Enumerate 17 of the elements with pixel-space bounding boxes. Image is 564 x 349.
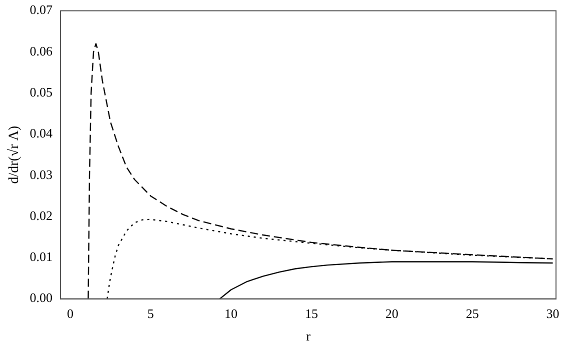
x-tick-label: 15 xyxy=(304,306,318,322)
y-axis-title: d/dr(√r Λ) xyxy=(6,126,22,184)
y-tick-label: 0.01 xyxy=(30,249,53,264)
x-tick-label: 30 xyxy=(546,306,560,322)
x-tick-label: 0 xyxy=(66,306,74,322)
y-tick-label: 0.03 xyxy=(30,166,53,182)
x-axis-title: r xyxy=(306,328,312,344)
x-tick-label: 5 xyxy=(147,306,154,322)
y-tick-label: 0.06 xyxy=(30,43,54,58)
y-tick-label: 0.07 xyxy=(30,2,54,18)
x-tick-label: 20 xyxy=(385,306,398,322)
x-tick-label: 10 xyxy=(224,306,238,322)
y-tick-label: 0.02 xyxy=(30,208,53,223)
y-tick-label: 0.00 xyxy=(30,290,53,306)
y-tick-label: 0.05 xyxy=(30,84,53,100)
x-tick-label: 25 xyxy=(466,306,479,322)
y-tick-label: 0.04 xyxy=(30,126,54,141)
